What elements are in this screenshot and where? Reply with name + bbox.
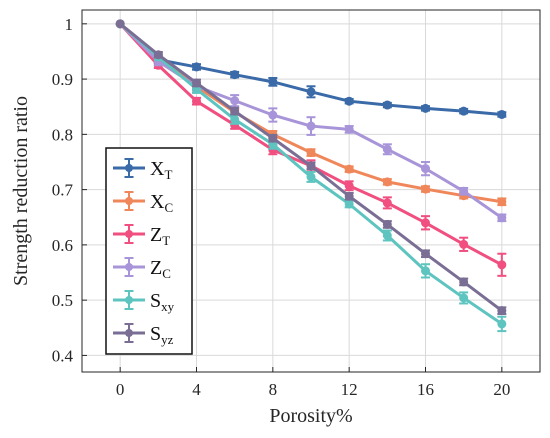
y-tick-label: 0.5 <box>52 291 73 310</box>
y-tick-label: 0.6 <box>52 236 73 255</box>
legend-label: Sxy <box>150 290 175 314</box>
data-point <box>421 103 430 113</box>
data-point <box>497 306 507 316</box>
legend-item: XT <box>113 158 172 182</box>
series-layer <box>115 19 507 333</box>
data-point <box>382 100 392 110</box>
x-tick-label: 8 <box>269 380 278 399</box>
data-point <box>497 197 507 207</box>
data-point <box>497 260 507 270</box>
series-s-yz <box>115 19 507 316</box>
y-tick-label: 0.7 <box>52 181 74 200</box>
data-point <box>230 96 240 106</box>
legend-label: XT <box>150 158 172 182</box>
data-point <box>268 133 278 143</box>
data-point <box>344 191 354 201</box>
data-point <box>382 230 392 240</box>
data-point <box>497 319 507 329</box>
data-point <box>421 266 430 276</box>
data-point <box>268 77 278 87</box>
legend-item: ZC <box>113 257 171 281</box>
plot-frame <box>81 9 541 373</box>
data-point <box>344 164 354 174</box>
data-point <box>306 148 316 158</box>
legend-item: XC <box>113 191 173 215</box>
data-point <box>306 172 316 182</box>
data-point <box>497 213 507 223</box>
legend-box <box>105 147 193 355</box>
data-point <box>230 106 240 116</box>
x-tick-label: 20 <box>493 380 510 399</box>
data-point <box>153 50 163 60</box>
legend-label: XC <box>150 191 173 215</box>
legend-item: ZT <box>113 224 170 248</box>
data-point <box>421 218 430 228</box>
x-tick-label: 0 <box>116 380 125 399</box>
data-point <box>344 181 354 191</box>
data-point <box>382 219 392 229</box>
data-point <box>306 161 316 171</box>
legend-label: Syz <box>150 323 174 347</box>
data-point <box>421 249 430 259</box>
y-tick-label: 1 <box>65 15 74 34</box>
data-point <box>459 186 469 196</box>
legend-label: ZT <box>150 224 170 248</box>
x-tick-label: 16 <box>417 380 434 399</box>
data-point <box>268 110 278 120</box>
legend: XT XC ZT ZC Sxy Syz <box>105 147 193 355</box>
data-point <box>382 177 392 187</box>
data-point <box>344 124 354 134</box>
legend-label: ZC <box>150 257 171 281</box>
legend-marker <box>125 164 133 172</box>
legend-item: Syz <box>113 323 174 347</box>
data-point <box>230 114 240 124</box>
data-point <box>344 199 354 209</box>
y-tick-label: 0.9 <box>52 70 73 89</box>
data-point <box>382 198 392 208</box>
y-axis-title: Strength reduction ratio <box>10 96 32 286</box>
data-point <box>192 62 201 72</box>
y-tick-label: 0.4 <box>52 346 74 365</box>
x-tick-label: 4 <box>192 380 201 399</box>
data-point <box>115 19 125 29</box>
legend-item: Sxy <box>113 290 175 314</box>
legend-marker <box>125 329 133 337</box>
x-axis-title: Porosity% <box>269 405 352 427</box>
axis-ticks: 0 4 8 12 16 20 0.4 0.5 0.6 0.7 0.8 0.9 1 <box>52 15 511 399</box>
legend-marker <box>125 263 133 271</box>
data-point <box>306 121 316 131</box>
data-point <box>230 70 240 80</box>
data-point <box>192 96 201 106</box>
x-tick-label: 12 <box>341 380 358 399</box>
data-point <box>497 109 507 119</box>
data-point <box>192 78 201 88</box>
data-point <box>459 277 469 287</box>
data-point <box>459 239 469 249</box>
data-point <box>459 106 469 116</box>
legend-marker <box>125 296 133 304</box>
legend-marker <box>125 230 133 238</box>
data-point <box>382 144 392 154</box>
y-tick-label: 0.8 <box>52 125 73 144</box>
data-point <box>306 87 316 97</box>
data-point <box>421 184 430 194</box>
data-point <box>344 96 354 106</box>
legend-marker <box>125 197 133 205</box>
data-point <box>421 164 430 174</box>
data-point <box>459 293 469 303</box>
series-x-c <box>115 19 507 207</box>
